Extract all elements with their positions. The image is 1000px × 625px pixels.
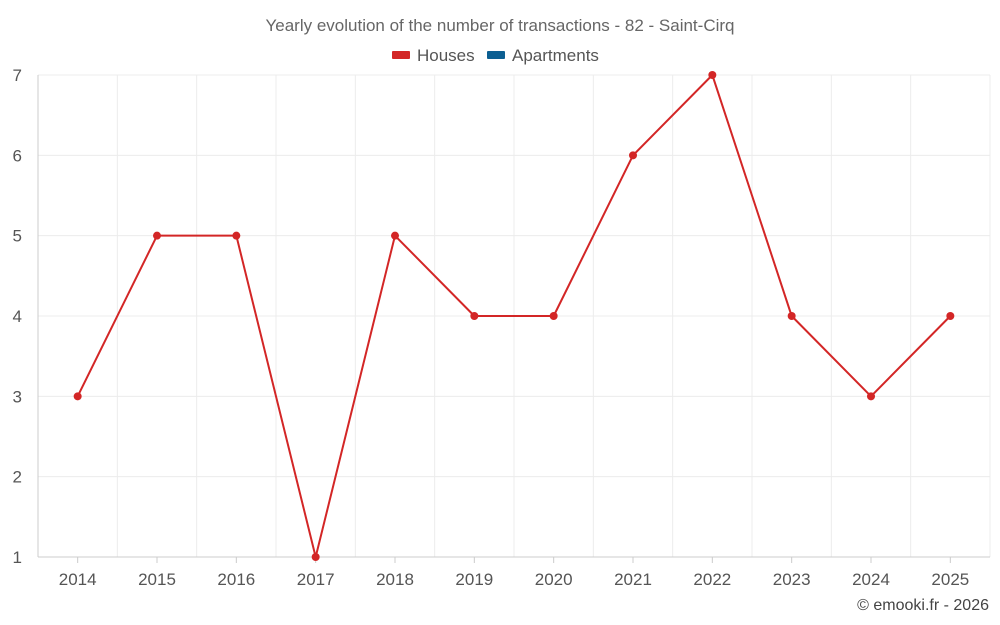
y-tick-label: 4 — [13, 307, 22, 326]
x-tick-label-2017: 2017 — [297, 570, 335, 589]
x-tick-label-2022: 2022 — [693, 570, 731, 589]
x-tick-label-2016: 2016 — [217, 570, 255, 589]
credit-text: © emooki.fr - 2026 — [857, 597, 989, 614]
data-point-2016[interactable] — [232, 231, 241, 240]
data-point-2015[interactable] — [153, 231, 161, 240]
chart-title: Yearly evolution of the number of transa… — [265, 16, 734, 35]
legend-swatch-apartments — [487, 51, 505, 59]
legend: Houses Apartments — [392, 46, 599, 65]
legend-swatch-houses — [392, 51, 410, 59]
x-axis-ticks: 2014 2015 2016 2017 2018 2019 2020 2021 2022 2023… — [59, 570, 969, 589]
x-tick-label-2020: 2020 — [535, 570, 573, 589]
series-houses — [73, 71, 955, 561]
series-line-houses — [76, 74, 952, 558]
data-point-2020[interactable] — [549, 312, 558, 320]
x-tick-label-2018: 2018 — [376, 570, 414, 589]
data-point-2019[interactable] — [470, 312, 479, 320]
legend-item-houses[interactable]: Houses — [392, 46, 475, 65]
x-tick-label-2025: 2025 — [931, 570, 969, 589]
data-point-2023[interactable] — [787, 312, 796, 320]
data-point-2017[interactable] — [311, 553, 320, 561]
data-point-2024[interactable] — [867, 392, 875, 401]
x-tick-label-2014: 2014 — [59, 570, 97, 589]
y-tick-label: 1 — [13, 548, 22, 567]
data-point-2018[interactable] — [391, 231, 399, 240]
x-tick-label-2019: 2019 — [455, 570, 493, 589]
x-tick-label-2024: 2024 — [852, 570, 890, 589]
y-tick-label: 7 — [13, 66, 22, 85]
y-tick-label: 2 — [13, 468, 22, 487]
y-tick-label: 6 — [13, 146, 22, 165]
legend-label-houses: Houses — [417, 46, 475, 65]
data-point-2025[interactable] — [946, 312, 955, 320]
x-tick-label-2023: 2023 — [773, 570, 811, 589]
data-point-2014[interactable] — [73, 392, 82, 401]
x-tick-label-2021: 2021 — [614, 570, 652, 589]
y-tick-label: 5 — [13, 227, 22, 246]
legend-label-apartments: Apartments — [512, 46, 599, 65]
x-tick-label-2015: 2015 — [138, 570, 176, 589]
y-axis-ticks: 1 2 3 4 5 6 7 — [13, 66, 22, 567]
data-point-2021[interactable] — [629, 151, 637, 160]
legend-item-apartments[interactable]: Apartments — [487, 46, 599, 65]
y-tick-label: 3 — [13, 387, 22, 406]
data-point-2022[interactable] — [708, 71, 717, 79]
